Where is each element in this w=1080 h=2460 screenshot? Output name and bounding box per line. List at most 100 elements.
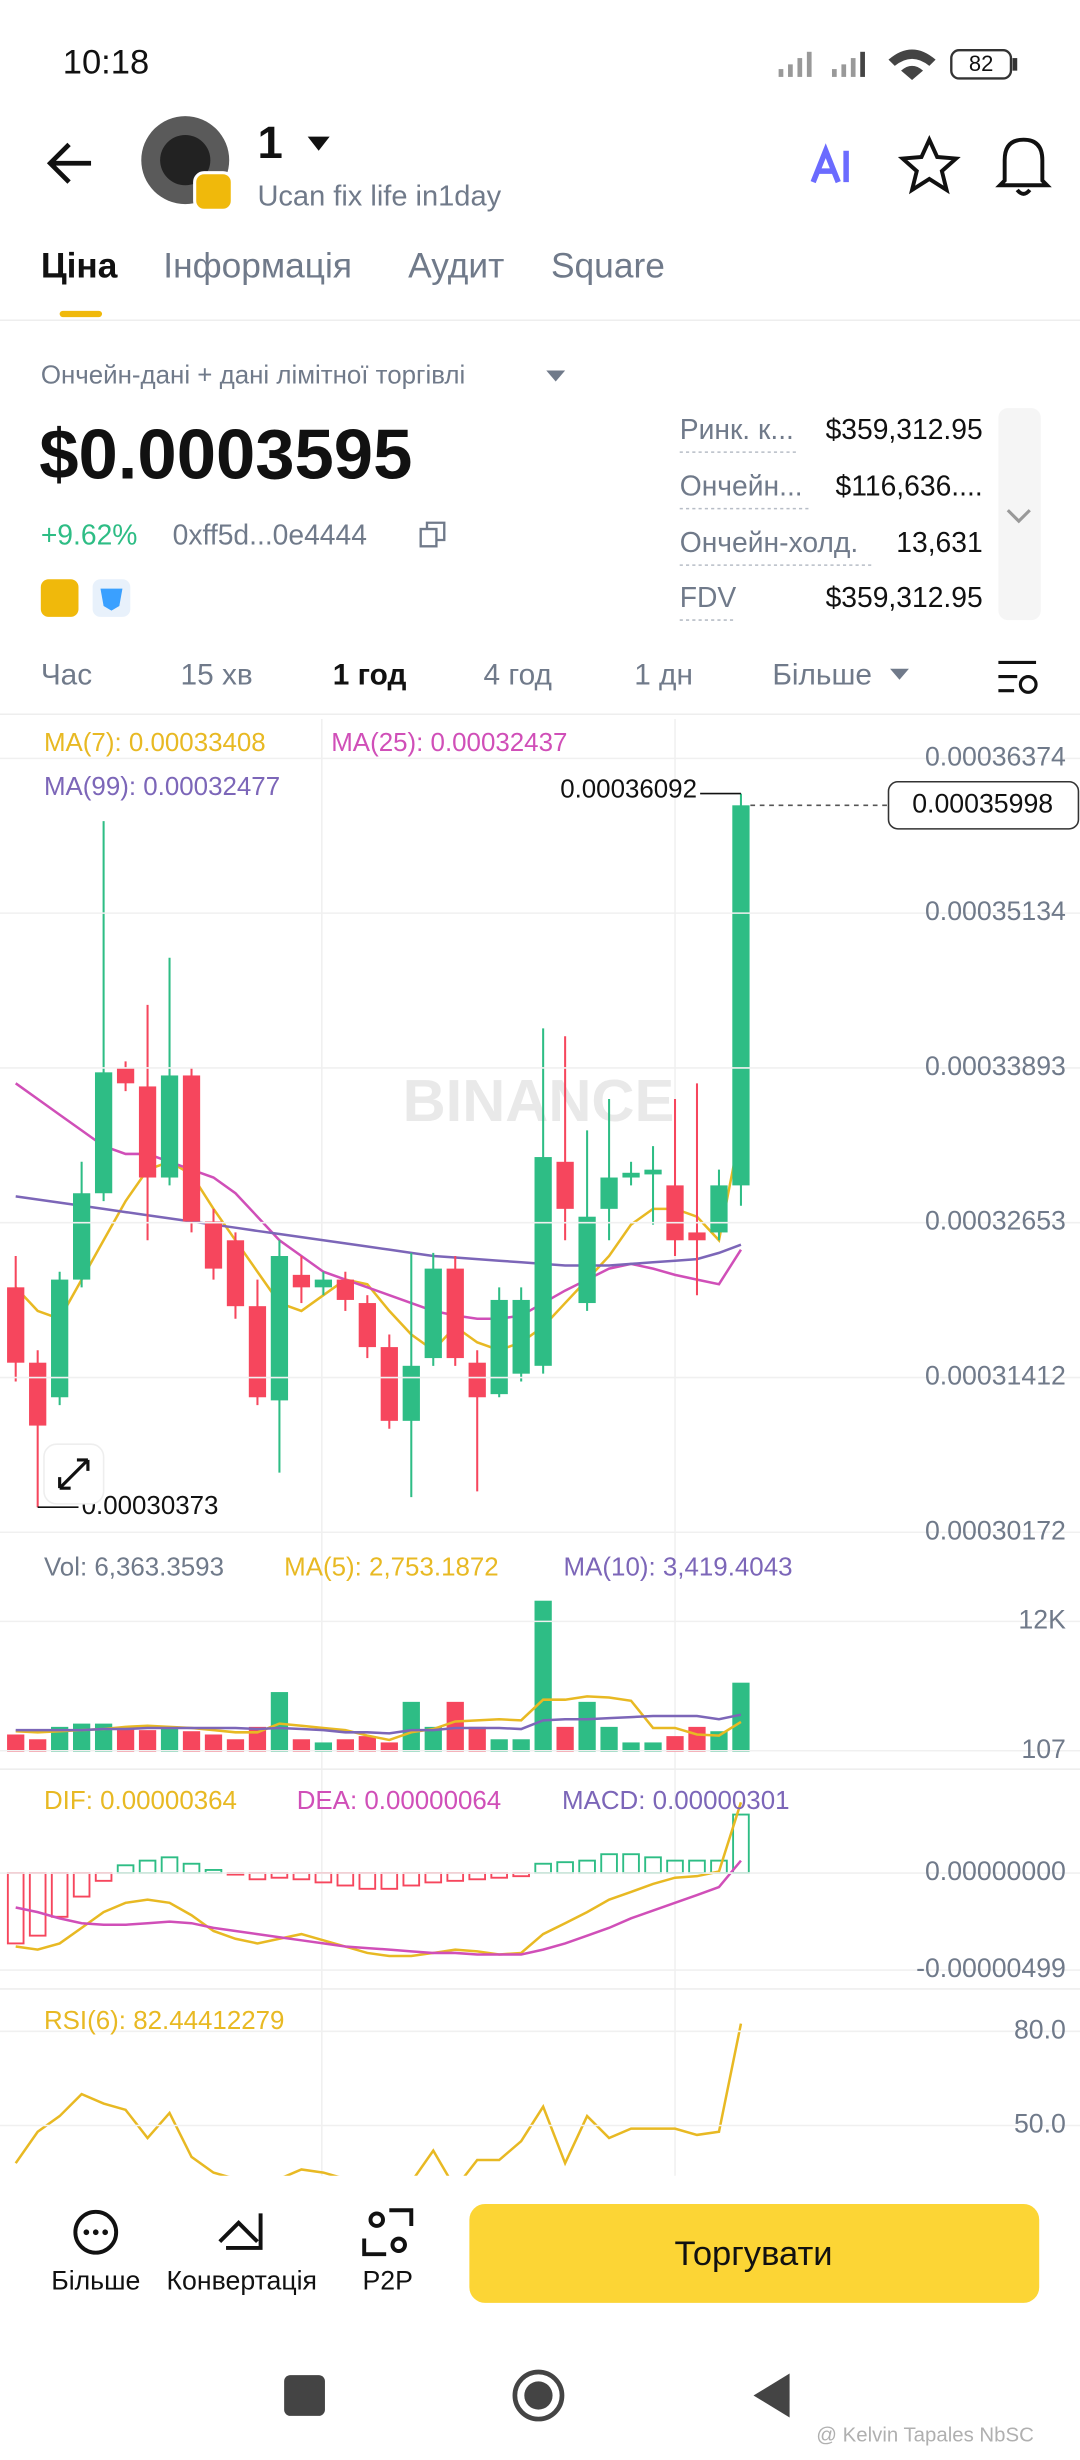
convert-icon[interactable] (218, 2213, 263, 2250)
macd-bar (446, 1872, 465, 1882)
macd-bar (314, 1872, 333, 1884)
stat-underlines (679, 451, 875, 621)
favorite-button[interactable] (897, 134, 961, 195)
home-button[interactable] (512, 2369, 565, 2422)
charts: 0.00036374 0.00035134 0.00033893 0.00032653… (0, 741, 1080, 2176)
expand-stats[interactable] (998, 408, 1041, 621)
back-nav-button[interactable] (753, 2373, 790, 2418)
volume-bar (314, 1742, 333, 1752)
nav-label[interactable]: Конвертація (167, 2266, 317, 2296)
stat-label: Ончейн... (680, 470, 803, 502)
candle-body (182, 1075, 201, 1222)
copy-button[interactable] (419, 521, 446, 548)
indicator-line (14, 1128, 743, 1352)
high-label: 0.00036092 (560, 775, 697, 803)
candle-body (512, 1299, 530, 1374)
y-tick-label: 107 (1021, 1734, 1066, 1764)
interval[interactable]: 1 год (333, 658, 407, 691)
y-tick-label: 0.00031412 (925, 1361, 1066, 1391)
more-dropdown[interactable] (890, 668, 909, 680)
audit-icon-detail (100, 588, 123, 611)
candle-body (358, 1303, 376, 1348)
candle-body (578, 1216, 596, 1304)
p2p-icon[interactable] (362, 2208, 414, 2257)
macd-bar (622, 1853, 640, 1875)
interval[interactable]: 15 хв (181, 658, 253, 691)
y-tick-label: 80.0 (1014, 2014, 1066, 2044)
volume-bar (51, 1726, 69, 1752)
stat-value: $116,636.... (836, 470, 983, 502)
macd-bar (402, 1872, 421, 1887)
volume-bar (138, 1730, 157, 1752)
candle-body (402, 1365, 420, 1421)
volume-bar (578, 1701, 596, 1752)
candle-body (556, 1161, 574, 1209)
nav-label[interactable]: P2P (363, 2266, 413, 2296)
legend-name: MA(10) (564, 1553, 663, 1581)
candle-body (732, 805, 750, 1186)
macd-bar (336, 1872, 355, 1887)
volume-bar (556, 1726, 574, 1752)
legend-entry: MACD0.00000301 (562, 1787, 790, 1817)
nav-label[interactable]: Більше (51, 2266, 140, 2296)
candle-body (534, 1157, 552, 1366)
more-icon[interactable] (73, 2209, 119, 2255)
interval[interactable]: Більше (772, 658, 872, 691)
indicator-line (15, 1713, 742, 1735)
candle-body (490, 1299, 508, 1395)
token-name[interactable]: 1 (257, 117, 282, 168)
low-label: 0.00030373 (82, 1492, 219, 1520)
tab[interactable]: Аудит (408, 247, 504, 286)
y-tick-label: 0.00035134 (925, 896, 1066, 926)
macd-bar (182, 1862, 201, 1875)
volume-bar (270, 1692, 289, 1752)
alert-button[interactable] (995, 137, 1052, 196)
indicator-line (15, 1859, 742, 1956)
volume-bar (116, 1726, 135, 1752)
y-tick-label: 12K (1018, 1604, 1066, 1634)
indicator-line (14, 2023, 743, 2176)
candle-body (116, 1067, 135, 1084)
indicator-line (15, 1195, 742, 1267)
trade-button[interactable] (469, 2203, 1040, 2303)
chart-settings[interactable] (998, 660, 1038, 694)
stat-value: 13,631 (896, 526, 982, 558)
tab[interactable]: Square (551, 247, 665, 286)
candle-body (204, 1221, 223, 1269)
candle-body (380, 1347, 398, 1421)
macd-bar (50, 1872, 69, 1918)
y-tick-label: -0.00000499 (916, 1953, 1066, 1983)
token-dropdown[interactable] (307, 136, 330, 151)
volume-bar (446, 1701, 464, 1752)
legend-value: 0.00033408 (128, 729, 266, 758)
data-source-dropdown[interactable] (546, 370, 566, 382)
interval[interactable]: Час (41, 658, 92, 691)
candle-body (51, 1279, 69, 1398)
back-button[interactable] (46, 142, 92, 184)
y-tick-label: 50.0 (1014, 2109, 1066, 2139)
legend-name: MACD (562, 1787, 653, 1815)
chain-icon (40, 579, 79, 617)
tab[interactable]: Інформація (163, 247, 352, 286)
volume-bar (94, 1723, 113, 1752)
volume-bar (402, 1701, 420, 1752)
token-avatar-detail (160, 135, 211, 186)
volume-bar (204, 1734, 223, 1752)
indicator-line (15, 1695, 742, 1742)
clock: 10:18 (63, 43, 149, 81)
volume-bar (182, 1731, 201, 1752)
interval[interactable]: 4 год (483, 658, 551, 691)
macd-bar (424, 1872, 443, 1884)
macd-bar (358, 1872, 377, 1890)
trade-button-label[interactable]: Торгувати (674, 2235, 832, 2273)
candle-body (468, 1362, 486, 1398)
price-change: +9.62% (41, 518, 138, 550)
tab[interactable]: Ціна (41, 247, 118, 286)
legend-name: RSI(6) (44, 2007, 133, 2035)
legend-entry: RSI(6)82.44412279 (44, 2007, 284, 2037)
interval[interactable]: 1 дн (634, 658, 693, 691)
candle-body (72, 1193, 91, 1280)
data-source[interactable]: Ончейн-дані + дані лімітної торгівлі (41, 362, 465, 390)
recents-button[interactable] (284, 2375, 325, 2416)
ai-button[interactable] (810, 143, 849, 184)
